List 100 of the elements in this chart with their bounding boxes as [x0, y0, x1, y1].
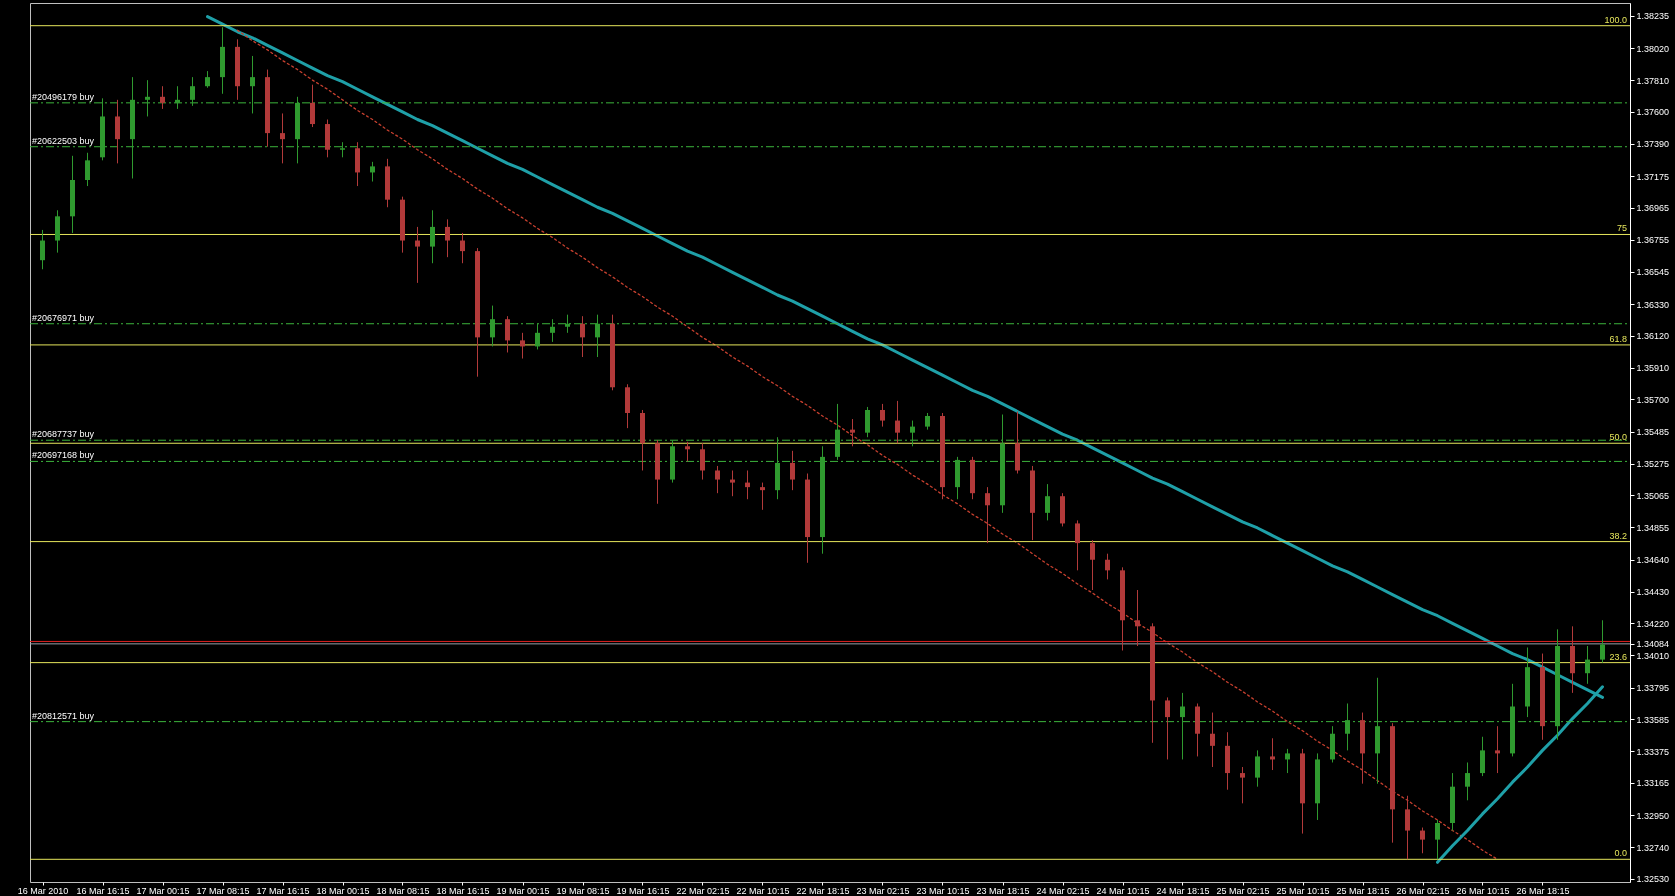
candlestick [1135, 589, 1140, 647]
y-tick-label: 1.32740 [1636, 842, 1670, 853]
candlestick [445, 218, 450, 258]
y-tick-label: 1.34855 [1636, 522, 1670, 533]
y-tick-label: 1.36965 [1636, 203, 1670, 214]
candlestick [160, 85, 165, 110]
candlestick [175, 85, 180, 110]
candlestick [1270, 737, 1275, 771]
candlestick [145, 79, 150, 117]
x-tick-label: 24 Mar 02:15 [1036, 885, 1090, 896]
candlestick [715, 465, 720, 494]
y-tick-label: 1.33795 [1636, 683, 1670, 694]
y-tick-label: 1.34084 [1636, 639, 1670, 650]
candlestick [760, 482, 765, 511]
candlestick [1210, 712, 1215, 768]
x-tick-label: 16 Mar 2010 [17, 885, 69, 896]
x-tick-label: 16 Mar 16:15 [76, 885, 130, 896]
candlestick [535, 323, 540, 350]
y-tick-label: 1.36755 [1636, 235, 1670, 246]
candlestick [250, 55, 255, 114]
candlestick [1345, 702, 1350, 751]
x-tick-label: 24 Mar 10:15 [1096, 885, 1150, 896]
candlestick [1465, 761, 1470, 801]
x-tick-label: 19 Mar 00:15 [496, 885, 550, 896]
x-tick-label: 25 Mar 18:15 [1336, 885, 1390, 896]
ref-line-label: #20687737 buy [32, 429, 95, 440]
y-tick-label: 1.36330 [1636, 299, 1670, 310]
x-tick-label: 17 Mar 00:15 [136, 885, 190, 896]
annotation: 50.0 [1609, 432, 1627, 443]
y-tick-label: 1.37175 [1636, 171, 1670, 182]
y-tick-label: 1.37810 [1636, 75, 1670, 86]
annotation: 0.0 [1614, 848, 1627, 859]
candlestick [880, 403, 885, 428]
x-tick-label: 26 Mar 02:15 [1396, 885, 1450, 896]
candlestick [310, 84, 315, 128]
y-tick-label: 1.38020 [1636, 43, 1670, 54]
candlestick [1435, 819, 1440, 860]
x-tick-label: 22 Mar 10:15 [736, 885, 790, 896]
candlestick [505, 315, 510, 353]
annotation: 23.6 [1609, 651, 1627, 662]
candlestick [280, 112, 285, 164]
x-tick-label: 17 Mar 08:15 [196, 885, 250, 896]
candlestick [1585, 645, 1590, 685]
line-series [236, 29, 1499, 860]
annotation: 61.8 [1609, 333, 1627, 344]
x-tick-label: 18 Mar 00:15 [316, 885, 370, 896]
candlestick [1495, 725, 1500, 774]
candlestick [490, 305, 495, 347]
candlestick [895, 400, 900, 444]
candlestick [430, 209, 435, 264]
candlestick [1600, 619, 1605, 664]
candlestick [865, 406, 870, 438]
annotation: 38.2 [1609, 530, 1627, 541]
y-tick-label: 1.34430 [1636, 587, 1670, 598]
y-tick-label: 1.35700 [1636, 394, 1670, 405]
x-tick-label: 18 Mar 16:15 [436, 885, 490, 896]
y-tick-label: 1.34010 [1636, 650, 1670, 661]
y-tick-label: 1.35910 [1636, 363, 1670, 374]
ref-line-label: #20676971 buy [32, 312, 95, 323]
y-tick-label: 1.35485 [1636, 427, 1670, 438]
candlestick [685, 441, 690, 462]
candlestick [730, 469, 735, 497]
candlestick [1420, 827, 1425, 854]
candlestick [1180, 692, 1185, 760]
candlestick [790, 450, 795, 491]
y-tick-label: 1.36545 [1636, 267, 1670, 278]
candlestick [85, 152, 90, 187]
candlestick [1105, 553, 1110, 580]
x-tick-label: 19 Mar 08:15 [556, 885, 610, 896]
candlestick [40, 229, 45, 270]
candlestick [580, 315, 585, 358]
x-tick-label: 26 Mar 10:15 [1456, 885, 1510, 896]
y-tick-label: 1.34220 [1636, 618, 1670, 629]
y-tick-label: 1.37600 [1636, 107, 1670, 118]
x-tick-label: 23 Mar 10:15 [916, 885, 970, 896]
candlestick [115, 99, 120, 164]
candlestick [520, 332, 525, 360]
x-tick-label: 23 Mar 02:15 [856, 885, 910, 896]
candlestick [1075, 519, 1080, 571]
x-tick-label: 22 Mar 18:15 [796, 885, 850, 896]
y-tick-label: 1.33165 [1636, 778, 1670, 789]
y-tick-label: 1.38235 [1636, 11, 1670, 22]
candlestick [1240, 766, 1245, 804]
candlestick [460, 232, 465, 264]
annotation: 75 [1616, 223, 1627, 234]
x-tick-label: 24 Mar 18:15 [1156, 885, 1210, 896]
x-tick-label: 25 Mar 02:15 [1216, 885, 1270, 896]
x-tick-label: 25 Mar 10:15 [1276, 885, 1330, 896]
x-tick-label: 22 Mar 02:15 [676, 885, 730, 896]
candlestick [1480, 736, 1485, 777]
y-tick-label: 1.36120 [1636, 331, 1670, 342]
x-tick-label: 17 Mar 16:15 [256, 885, 310, 896]
annotation: 100.0 [1604, 14, 1627, 25]
candlestick [985, 486, 990, 544]
candlestick [1045, 483, 1050, 521]
x-tick-label: 23 Mar 18:15 [976, 885, 1030, 896]
candlestick [910, 420, 915, 447]
candlestick [1285, 748, 1290, 774]
candlestick [1090, 539, 1095, 591]
ref-line-label: #20697168 buy [32, 450, 95, 461]
